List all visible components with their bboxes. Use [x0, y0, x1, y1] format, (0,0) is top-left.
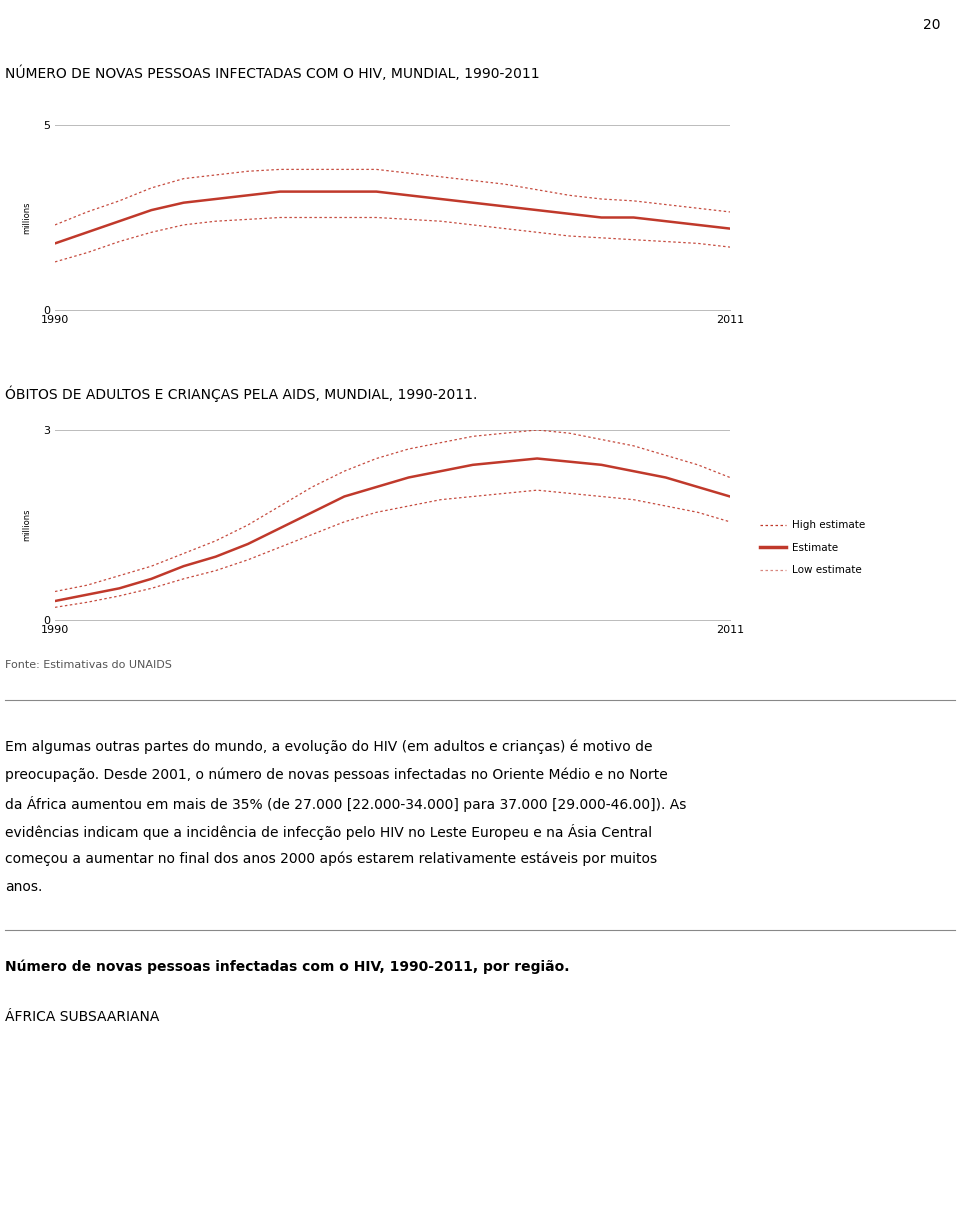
Y-axis label: millions: millions [22, 508, 32, 541]
Text: NÚMERO DE NOVAS PESSOAS INFECTADAS COM O HIV, MUNDIAL, 1990-2011: NÚMERO DE NOVAS PESSOAS INFECTADAS COM O… [5, 65, 540, 81]
Legend: High estimate, Estimate, Low estimate: High estimate, Estimate, Low estimate [756, 517, 870, 579]
Text: 20: 20 [923, 18, 940, 33]
Text: Número de novas pessoas infectadas com o HIV, 1990-2011, por região.: Número de novas pessoas infectadas com o… [5, 960, 569, 974]
Text: preocupação. Desde 2001, o número de novas pessoas infectadas no Oriente Médio e: preocupação. Desde 2001, o número de nov… [5, 768, 668, 782]
Text: começou a aumentar no final dos anos 2000 após estarem relativamente estáveis po: começou a aumentar no final dos anos 200… [5, 852, 658, 867]
Text: ÓBITOS DE ADULTOS E CRIANÇAS PELA AIDS, MUNDIAL, 1990-2011.: ÓBITOS DE ADULTOS E CRIANÇAS PELA AIDS, … [5, 385, 477, 402]
Y-axis label: millions: millions [22, 202, 32, 234]
Text: Em algumas outras partes do mundo, a evolução do HIV (em adultos e crianças) é m: Em algumas outras partes do mundo, a evo… [5, 740, 653, 754]
Text: da África aumentou em mais de 35% (de 27.000 [22.000-34.000] para 37.000 [29.000: da África aumentou em mais de 35% (de 27… [5, 795, 686, 812]
Text: ÁFRICA SUBSAARIANA: ÁFRICA SUBSAARIANA [5, 1010, 159, 1024]
Text: anos.: anos. [5, 880, 42, 894]
Text: evidências indicam que a incidência de infecção pelo HIV no Leste Europeu e na Á: evidências indicam que a incidência de i… [5, 824, 652, 840]
Text: Fonte: Estimativas do UNAIDS: Fonte: Estimativas do UNAIDS [5, 660, 172, 670]
